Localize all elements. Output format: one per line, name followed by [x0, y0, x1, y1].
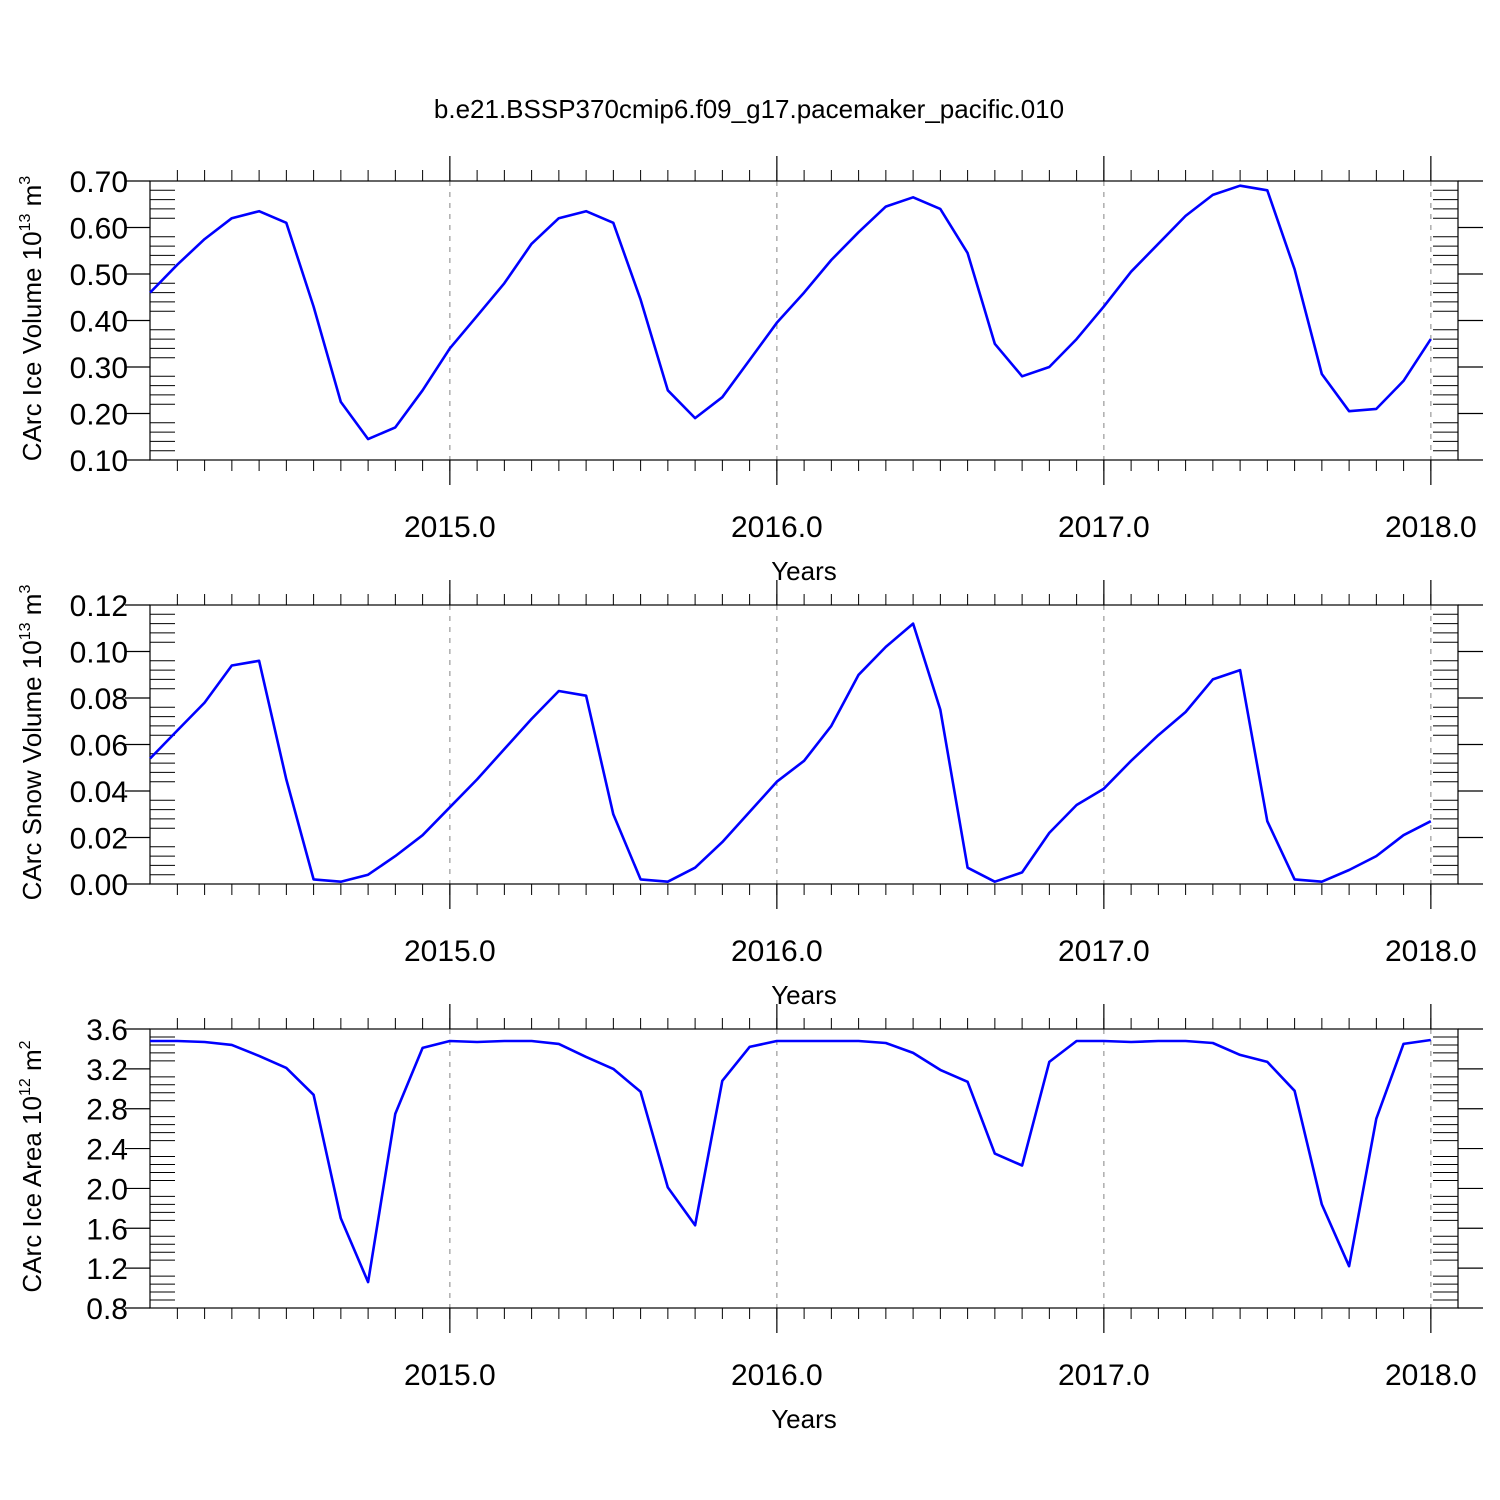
y-axis-title-main: CArc Ice Area 10: [17, 1096, 47, 1293]
y-tick-label: 0.10: [70, 637, 128, 670]
y-tick-label: 2.8: [86, 1094, 128, 1127]
x-tick-label: 2016.0: [731, 511, 823, 544]
x-axis-title: Years: [771, 1404, 837, 1434]
chart-panel-1: 2015.0 2016.0 2017.0 2018.0 0.10 0.20 0.30 0.40…: [17, 156, 1483, 586]
plot-frame: [149, 1028, 1459, 1309]
data-series-line: [149, 622, 1432, 884]
y-axis-title: CArc Ice Area 1012 m2: [17, 1040, 47, 1292]
x-axis-title: Years: [771, 980, 837, 1010]
x-tick-label: 2016.0: [731, 1359, 823, 1392]
y-tick-label: 2.0: [86, 1173, 128, 1206]
y-tick-label: 0.02: [70, 823, 128, 856]
y-axis-title-unit: m: [17, 185, 47, 214]
panels: 2015.0 2016.0 2017.0 2018.0 0.10 0.20 0.30 0.40…: [17, 156, 1483, 1434]
y-tick-label: 2.4: [86, 1134, 128, 1167]
x-tick-label: 2017.0: [1058, 935, 1150, 968]
y-axis-title-exponent: 12: [17, 1078, 34, 1096]
y-axis-title: CArc Ice Volume 1013 m3: [17, 176, 47, 461]
y-tick-label: 0.20: [70, 399, 128, 432]
y-tick-label: 0.70: [70, 166, 128, 199]
x-tick-label: 2018.0: [1385, 511, 1477, 544]
y-tick-label: 0.08: [70, 683, 128, 716]
x-tick-label: 2015.0: [404, 1359, 496, 1392]
y-axis-title-main: CArc Snow Volume 10: [17, 640, 47, 900]
y-tick-label: 3.2: [86, 1054, 128, 1087]
plot-frame: [149, 604, 1459, 885]
plot-frame: [149, 180, 1459, 461]
x-tick-label: 2016.0: [731, 935, 823, 968]
x-tick-label: 2018.0: [1385, 1359, 1477, 1392]
y-tick-label: 0.8: [86, 1293, 128, 1326]
y-tick-label: 1.6: [86, 1213, 128, 1246]
y-tick-label: 0.10: [70, 445, 128, 478]
y-axis-title: CArc Snow Volume 1013 m3: [17, 585, 47, 901]
y-tick-label: 3.6: [86, 1014, 128, 1047]
x-axis-title: Years: [771, 556, 837, 586]
y-tick-label: 0.06: [70, 730, 128, 763]
y-axis-title-main: CArc Ice Volume 10: [17, 231, 47, 461]
x-tick-label: 2017.0: [1058, 1359, 1150, 1392]
y-tick-label: 0.12: [70, 590, 128, 623]
y-axis-title-unit-exponent: 2: [17, 1040, 34, 1049]
data-series-line: [149, 184, 1432, 441]
y-axis-title-exponent: 13: [17, 214, 34, 232]
y-tick-label: 0.30: [70, 352, 128, 385]
y-tick-label: 0.50: [70, 259, 128, 292]
figure-title: b.e21.BSSP370cmip6.f09_g17.pacemaker_pac…: [434, 94, 1064, 124]
y-tick-label: 0.40: [70, 306, 128, 339]
y-axis-title-unit-exponent: 3: [17, 585, 34, 594]
x-tick-label: 2017.0: [1058, 511, 1150, 544]
y-axis-title-exponent: 13: [17, 622, 34, 640]
x-tick-label: 2018.0: [1385, 935, 1477, 968]
chart-panel-3: 2015.0 2016.0 2017.0 2018.0 0.8 1.2 1.6 2.0 2.4 2…: [17, 1004, 1483, 1434]
y-axis-title-unit: m: [17, 1049, 47, 1078]
y-axis-title-unit-exponent: 3: [17, 176, 34, 185]
data-series-line: [150, 1038, 1431, 1284]
x-tick-label: 2015.0: [404, 511, 496, 544]
y-tick-label: 0.04: [70, 776, 128, 809]
y-axis-title-unit: m: [17, 594, 47, 623]
x-tick-label: 2015.0: [404, 935, 496, 968]
y-tick-label: 0.00: [70, 869, 128, 902]
y-tick-label: 1.2: [86, 1253, 128, 1286]
chart-panel-2: 2015.0 2016.0 2017.0 2018.0 0.00 0.02 0.04 0.06…: [17, 580, 1483, 1010]
y-tick-label: 0.60: [70, 213, 128, 246]
